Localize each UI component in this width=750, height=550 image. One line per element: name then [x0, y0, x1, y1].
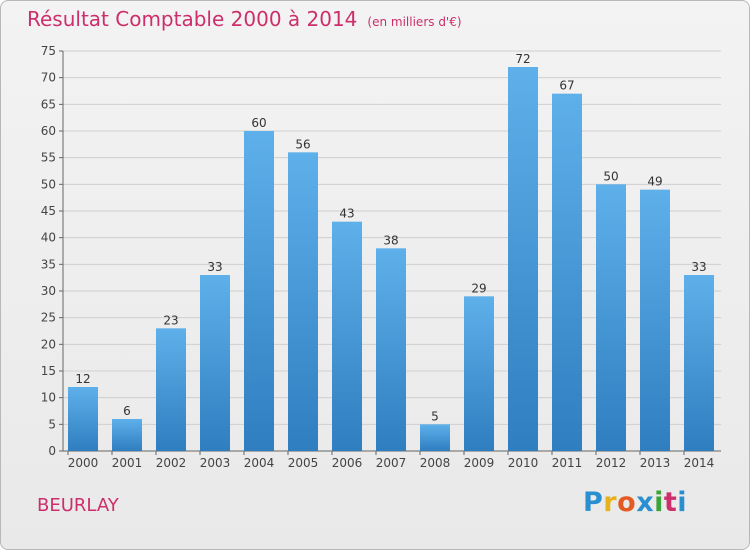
data-label: 38: [383, 233, 398, 247]
logo-letter: i: [654, 487, 664, 518]
x-tick-label: 2007: [376, 456, 407, 470]
y-tick-label: 60: [41, 124, 56, 138]
x-tick-label: 2000: [68, 456, 99, 470]
x-tick-label: 2010: [508, 456, 539, 470]
bar: [552, 93, 582, 452]
bar: [508, 67, 538, 451]
bar: [200, 275, 230, 451]
bar: [376, 248, 406, 451]
y-tick-label: 75: [41, 44, 56, 58]
commune-name: BEURLAY: [37, 495, 119, 516]
x-tick-label: 2009: [464, 456, 495, 470]
y-tick-label: 45: [41, 204, 56, 218]
data-label: 33: [207, 260, 222, 274]
y-tick-label: 0: [48, 444, 56, 458]
chart-title: Résultat Comptable 2000 à 2014: [27, 7, 358, 31]
data-label: 43: [339, 207, 354, 221]
logo-letter: i: [677, 487, 688, 518]
x-tick-label: 2006: [332, 456, 363, 470]
logo-letter: P: [583, 487, 604, 518]
bar: [596, 184, 626, 452]
bar: [420, 424, 450, 451]
y-tick-label: 35: [41, 257, 56, 271]
x-tick-label: 2013: [640, 456, 671, 470]
data-label: 50: [603, 169, 618, 183]
bar: [68, 387, 98, 451]
y-tick-label: 10: [41, 391, 56, 405]
y-tick-label: 15: [41, 364, 56, 378]
y-tick-label: 55: [41, 151, 56, 165]
y-tick-label: 40: [41, 231, 56, 245]
bar: [640, 189, 670, 451]
y-tick-label: 50: [41, 177, 56, 191]
data-label: 56: [295, 137, 310, 151]
y-tick-label: 30: [41, 284, 56, 298]
data-label: 12: [75, 372, 90, 386]
logo-letter: r: [603, 487, 618, 518]
y-tick-label: 65: [41, 97, 56, 111]
bar: [684, 275, 714, 451]
y-tick-label: 70: [41, 71, 56, 85]
y-tick-label: 5: [48, 417, 56, 431]
x-tick-label: 2014: [684, 456, 715, 470]
bar: [464, 296, 494, 451]
proxiti-logo: Proxiti: [583, 487, 687, 518]
bar: [112, 419, 142, 451]
logo-letter: t: [663, 487, 678, 518]
x-tick-label: 2012: [596, 456, 627, 470]
data-label: 33: [691, 260, 706, 274]
data-label: 72: [515, 52, 530, 66]
data-label: 5: [431, 409, 439, 423]
chart-subtitle: (en milliers d'€): [367, 15, 462, 29]
data-label: 60: [251, 116, 266, 130]
bar: [332, 221, 362, 451]
y-tick-label: 20: [41, 337, 56, 351]
x-tick-label: 2008: [420, 456, 451, 470]
data-label: 23: [163, 313, 178, 327]
data-label: 67: [559, 79, 574, 93]
x-tick-label: 2011: [552, 456, 583, 470]
x-tick-label: 2005: [288, 456, 319, 470]
bar: [156, 328, 186, 451]
bar: [288, 152, 318, 452]
logo-letter: x: [636, 487, 655, 518]
x-tick-label: 2002: [156, 456, 187, 470]
data-label: 6: [123, 404, 131, 418]
data-label: 29: [471, 281, 486, 295]
data-label: 49: [647, 175, 662, 189]
chart-title-block: Résultat Comptable 2000 à 2014 (en millie…: [27, 7, 462, 31]
x-tick-label: 2003: [200, 456, 231, 470]
x-tick-label: 2004: [244, 456, 275, 470]
y-tick-label: 25: [41, 311, 56, 325]
x-tick-label: 2001: [112, 456, 143, 470]
logo-letter: o: [617, 487, 637, 518]
bar: [244, 131, 274, 451]
